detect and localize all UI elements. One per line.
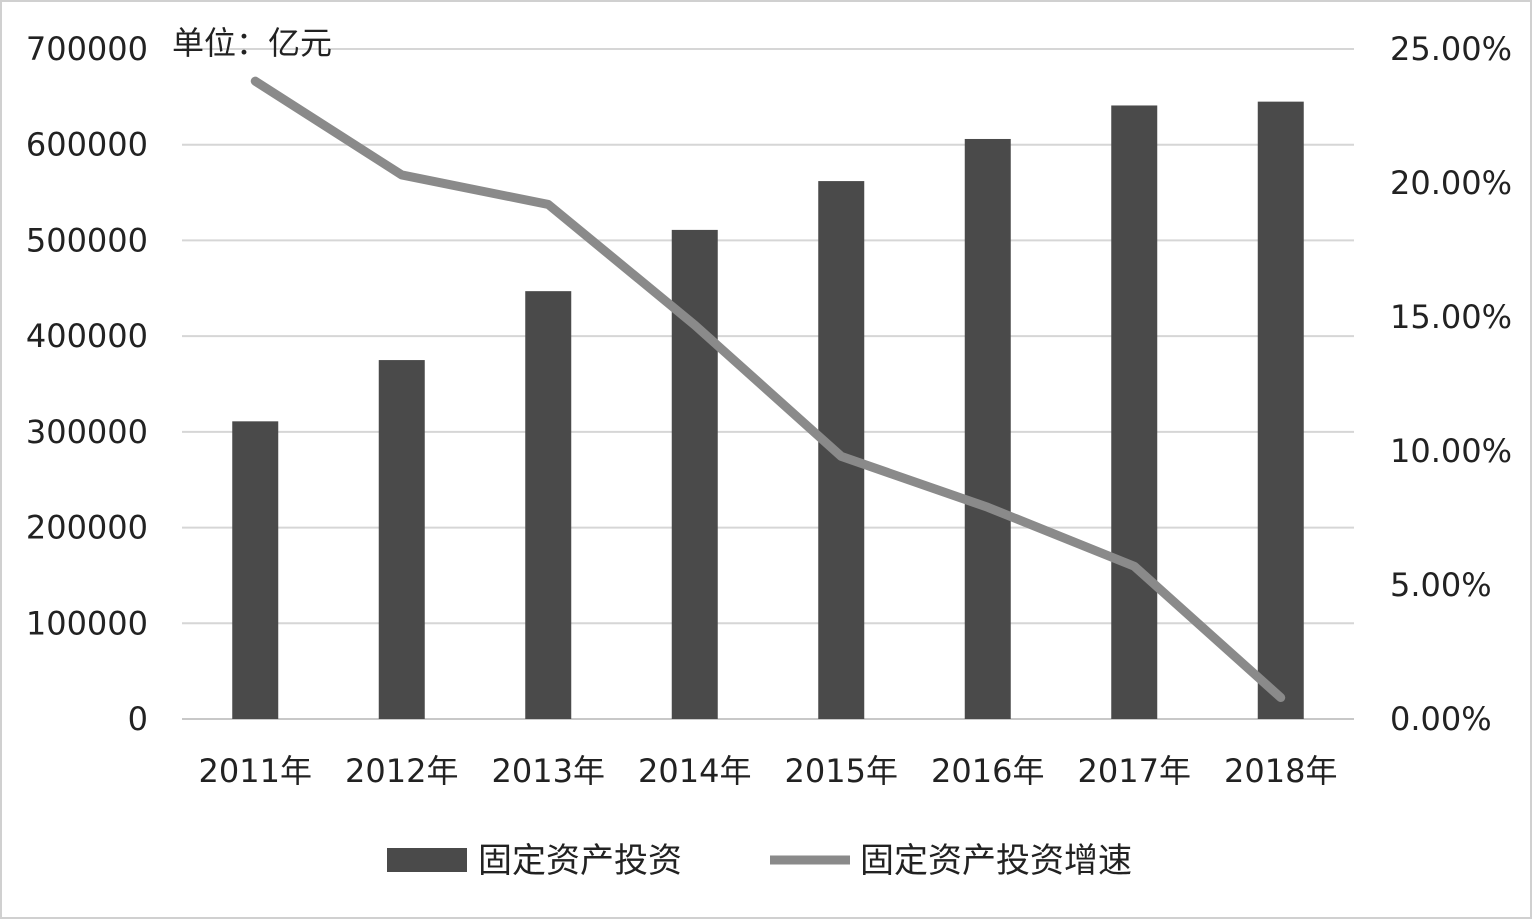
x-tick-label: 2014年: [638, 752, 751, 790]
line-point: [1276, 693, 1285, 702]
growth-line: [250, 76, 1286, 703]
bar: [378, 360, 425, 719]
line-series: [250, 76, 1286, 703]
x-tick-label: 2011年: [199, 752, 312, 790]
y-right-tick-label: 0.00%: [1390, 700, 1492, 738]
y-right-tick-label: 15.00%: [1390, 298, 1512, 336]
y-right-tick-label: 20.00%: [1390, 164, 1512, 202]
x-tick-label: 2015年: [785, 752, 898, 790]
right-axis-ticks: 0.00% 5.00% 10.00% 15.00% 20.00% 25.00%: [1390, 30, 1512, 738]
bar-series: [232, 101, 1304, 720]
legend-bar-swatch: [387, 848, 467, 872]
y-left-tick-label: 500000: [26, 221, 148, 259]
line-point: [544, 200, 553, 209]
bar: [671, 229, 718, 719]
bar: [232, 421, 279, 719]
y-right-tick-label: 10.00%: [1390, 432, 1512, 470]
y-left-tick-label: 300000: [26, 413, 148, 451]
y-left-tick-label: 400000: [26, 317, 148, 355]
legend-line-label: 固定资产投资增速: [860, 841, 1132, 881]
gridlines: [182, 48, 1354, 720]
bar: [818, 181, 865, 720]
x-axis-ticks: 2011年 2012年 2013年 2014年 2015年 2016年 2017年 2018年: [199, 752, 1338, 790]
y-left-tick-label: 100000: [26, 604, 148, 642]
legend: 固定资产投资 固定资产投资增速: [387, 841, 1132, 881]
x-tick-label: 2013年: [492, 752, 605, 790]
y-left-tick-label: 0: [128, 700, 148, 738]
bar: [1257, 101, 1304, 719]
y-left-tick-label: 200000: [26, 509, 148, 547]
y-right-tick-label: 25.00%: [1390, 30, 1512, 68]
bar: [525, 291, 572, 719]
x-tick-label: 2018年: [1224, 752, 1337, 790]
y-left-tick-label: 600000: [26, 126, 148, 164]
line-point: [1130, 562, 1139, 571]
y-right-tick-label: 5.00%: [1390, 566, 1492, 604]
x-tick-label: 2012年: [345, 752, 458, 790]
line-point: [983, 503, 992, 512]
line-point: [690, 321, 699, 330]
bar: [964, 138, 1011, 719]
x-tick-label: 2017年: [1078, 752, 1191, 790]
legend-bar-label: 固定资产投资: [478, 841, 682, 881]
line-point: [837, 452, 846, 461]
left-axis-ticks: 0 100000 200000 300000 400000 500000 600000 700…: [26, 30, 148, 738]
line-point: [251, 77, 260, 86]
unit-label: 单位：亿元: [172, 24, 332, 62]
line-point: [397, 170, 406, 179]
bar: [1111, 105, 1158, 719]
y-left-tick-label: 700000: [26, 30, 148, 68]
x-tick-label: 2016年: [931, 752, 1044, 790]
